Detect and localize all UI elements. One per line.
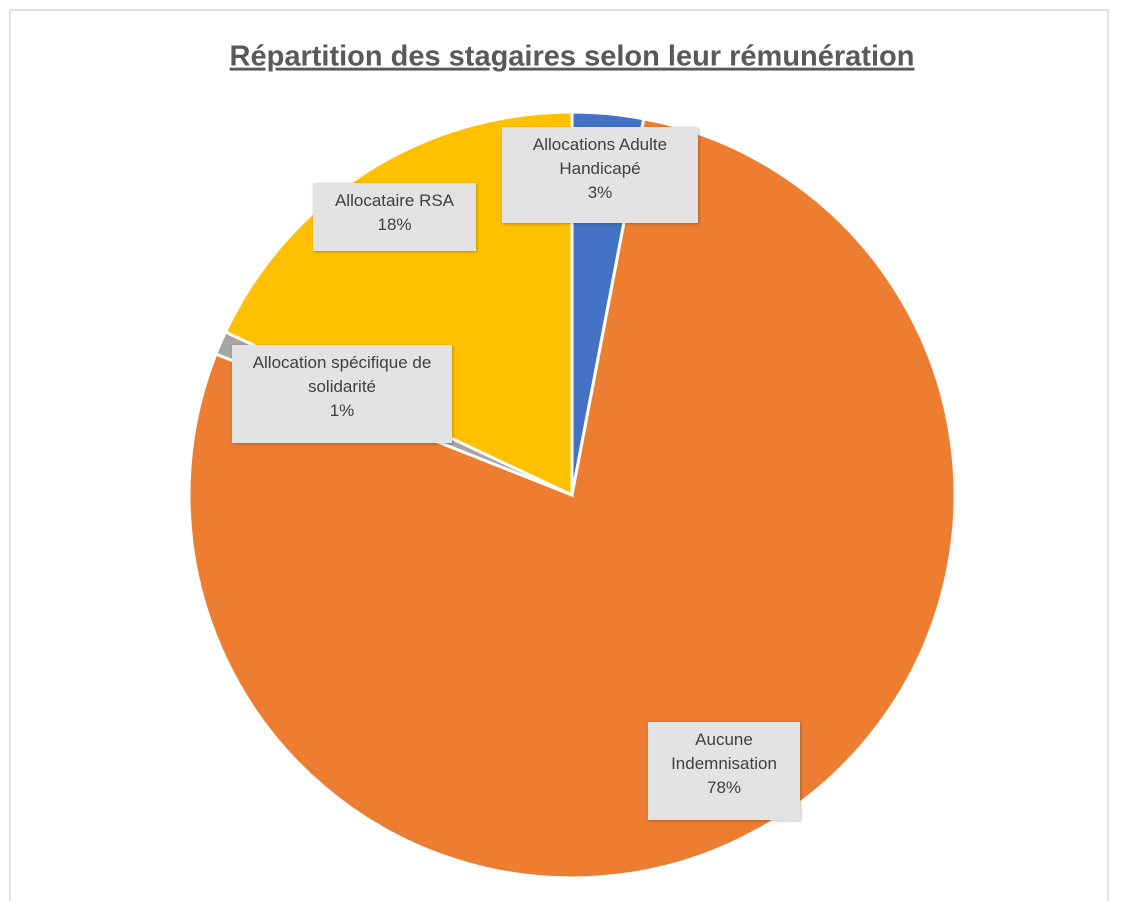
data-label: Allocataire RSA 18% [313,183,476,251]
label-value: 18% [377,215,412,234]
label-value: 1% [329,401,355,420]
chart-border [9,9,1109,901]
chart-title: Répartition des stagaires selon leur rém… [230,41,915,73]
pie-slice [223,110,574,498]
data-label: Allocations Adulte Handicapé 3% [502,127,698,223]
label-category: Allocations Adulte Handicapé [532,135,668,178]
label-value: 3% [587,183,613,202]
label-category: Aucune Indemnisation [671,730,777,773]
data-label: Allocation spécifique de solidarité 1% [232,345,452,443]
label-category: Allocataire RSA [334,191,455,210]
pie-slice [187,117,957,880]
label-value: 78% [706,778,742,797]
label-category: Allocation spécifique de solidarité [252,353,432,396]
data-label: Aucune Indemnisation 78% [648,722,800,820]
